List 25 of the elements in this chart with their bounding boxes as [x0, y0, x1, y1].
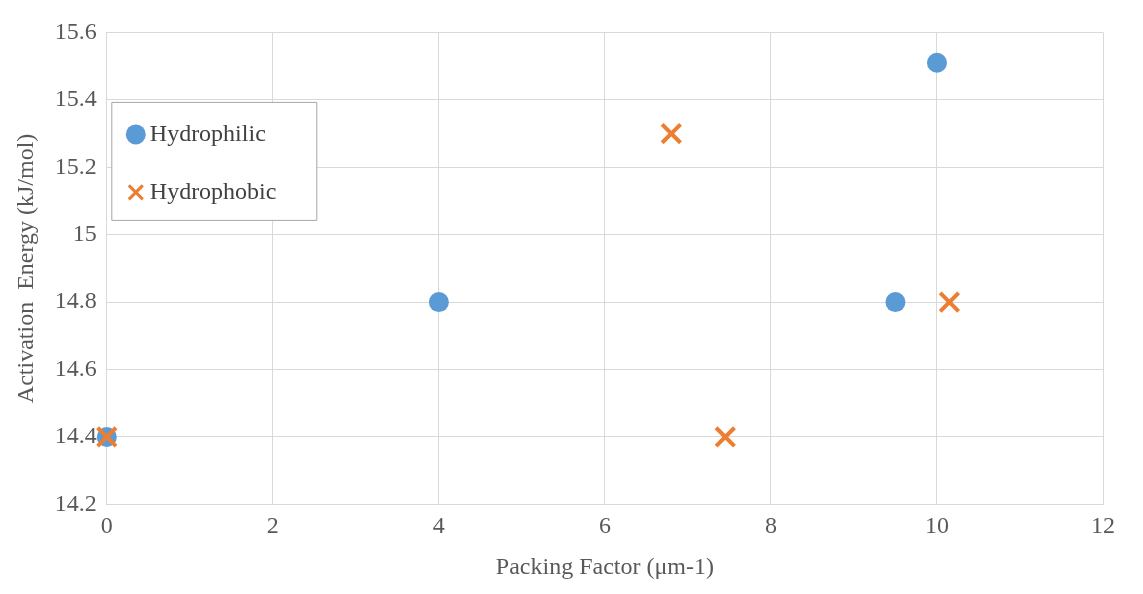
legend-label: Hydrophobic	[149, 177, 277, 204]
y-axis-title: Activation Energy (kJ/mol)	[11, 133, 38, 404]
point	[660, 122, 683, 145]
y-tick-label: 14.6	[54, 354, 97, 381]
x-tick-label: 2	[266, 512, 279, 539]
y-tick-label: 14.2	[54, 489, 97, 516]
y-tick-label: 15.4	[54, 85, 97, 112]
y-tick-label: 15	[72, 219, 97, 246]
x-tick-label: 8	[764, 512, 777, 539]
y-tick-label: 15.2	[54, 152, 97, 179]
legend-label: Hydrophilic	[149, 119, 266, 146]
point	[428, 292, 449, 313]
x-tick-label: 4	[432, 512, 445, 539]
x-tick-label: 0	[100, 512, 113, 539]
x-tick-label: 12	[1091, 512, 1115, 539]
y-tick-label: 14.4	[54, 422, 97, 449]
point	[714, 425, 737, 449]
point	[926, 52, 947, 73]
point	[885, 292, 906, 313]
x-tick-label: 6	[598, 512, 611, 539]
point	[938, 290, 961, 314]
x-tick-label: 10	[924, 512, 949, 539]
y-tick-label: 14.8	[54, 287, 97, 314]
x-axis-title: Packing Factor (μm-1)	[495, 552, 714, 579]
y-tick-label: 15.6	[54, 17, 97, 44]
